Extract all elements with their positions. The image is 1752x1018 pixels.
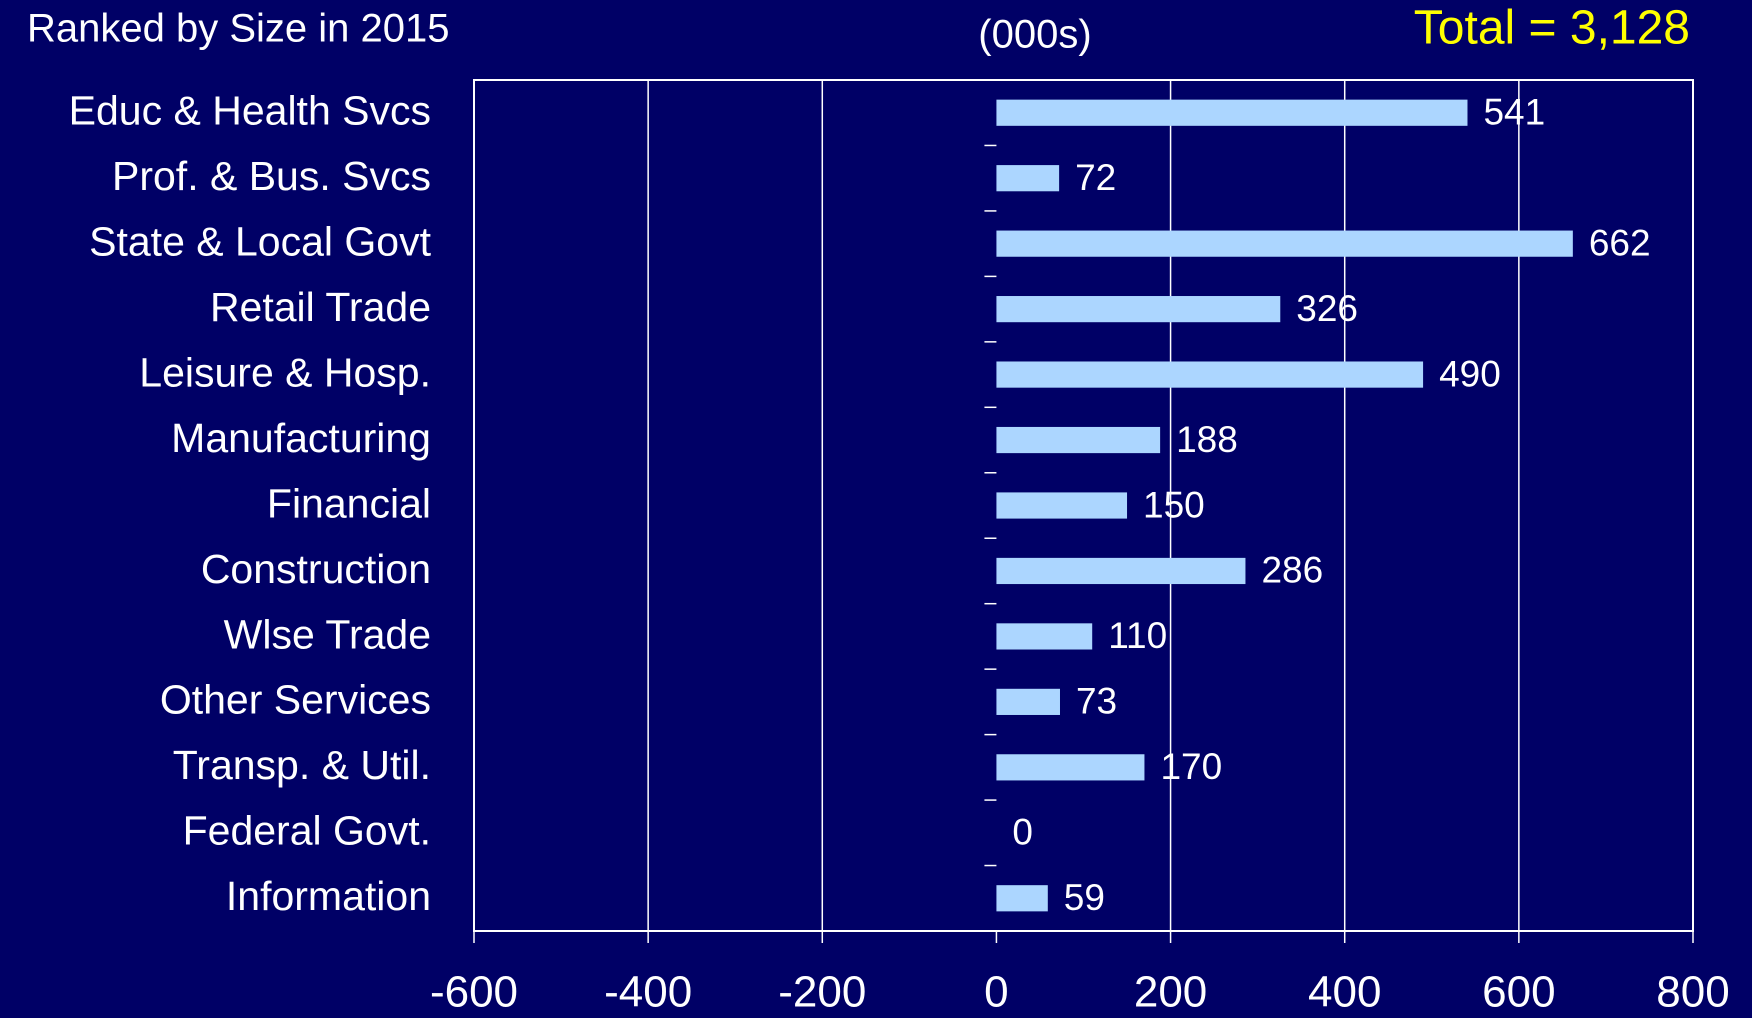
bar <box>996 754 1145 781</box>
value-label: 150 <box>1143 484 1205 525</box>
value-label: 110 <box>1108 615 1167 656</box>
value-label: 662 <box>1589 222 1651 263</box>
y-tick-label: Federal Govt. <box>183 808 431 854</box>
value-label: 59 <box>1064 877 1105 918</box>
x-tick-label: -200 <box>778 968 866 1017</box>
value-label: 541 <box>1483 92 1545 133</box>
bar <box>996 361 1424 388</box>
x-tick-label: 600 <box>1482 968 1555 1017</box>
value-label: 0 <box>1012 812 1033 853</box>
bar <box>996 557 1246 585</box>
y-tick-label: Transp. & Util. <box>173 742 431 788</box>
y-tick-label: Information <box>226 873 431 919</box>
bar <box>996 492 1128 519</box>
value-label: 170 <box>1160 746 1222 787</box>
x-tick-label: -400 <box>604 968 692 1017</box>
bar <box>996 99 1468 126</box>
value-label: 286 <box>1261 550 1323 591</box>
x-tick-label: 200 <box>1134 968 1207 1017</box>
plot-frame <box>473 79 1694 932</box>
bar <box>996 623 1093 650</box>
value-label: 73 <box>1076 681 1117 722</box>
y-tick-label: Educ & Health Svcs <box>69 88 431 134</box>
unit-label: (000s) <box>978 13 1091 57</box>
x-tick-label: 0 <box>984 968 1008 1017</box>
x-tick-label: 400 <box>1308 968 1381 1017</box>
y-tick-label: Retail Trade <box>210 284 431 330</box>
y-tick-label: Construction <box>201 546 431 592</box>
value-label: 188 <box>1176 419 1238 460</box>
bar <box>996 165 1060 192</box>
value-label: 490 <box>1439 353 1501 394</box>
bar <box>996 296 1281 323</box>
bar <box>996 426 1161 454</box>
chart-title: Ranked by Size in 2015 <box>27 7 450 51</box>
y-tick-label: Manufacturing <box>171 415 431 461</box>
value-label: 326 <box>1296 288 1358 329</box>
bar <box>996 230 1573 257</box>
bar <box>996 688 1060 715</box>
y-tick-label: Financial <box>267 480 431 526</box>
y-tick-label: Wlse Trade <box>224 611 431 657</box>
value-label: 72 <box>1075 157 1116 198</box>
x-tick-label: -600 <box>430 968 518 1017</box>
y-tick-label: Leisure & Hosp. <box>139 349 431 395</box>
total-annotation: Total = 3,128 <box>1414 2 1690 55</box>
x-tick-label: 800 <box>1656 968 1729 1017</box>
bar <box>996 885 1048 912</box>
y-tick-label: State & Local Govt <box>89 218 431 264</box>
y-tick-label: Prof. & Bus. Svcs <box>112 153 431 199</box>
y-tick-label: Other Services <box>160 677 431 723</box>
